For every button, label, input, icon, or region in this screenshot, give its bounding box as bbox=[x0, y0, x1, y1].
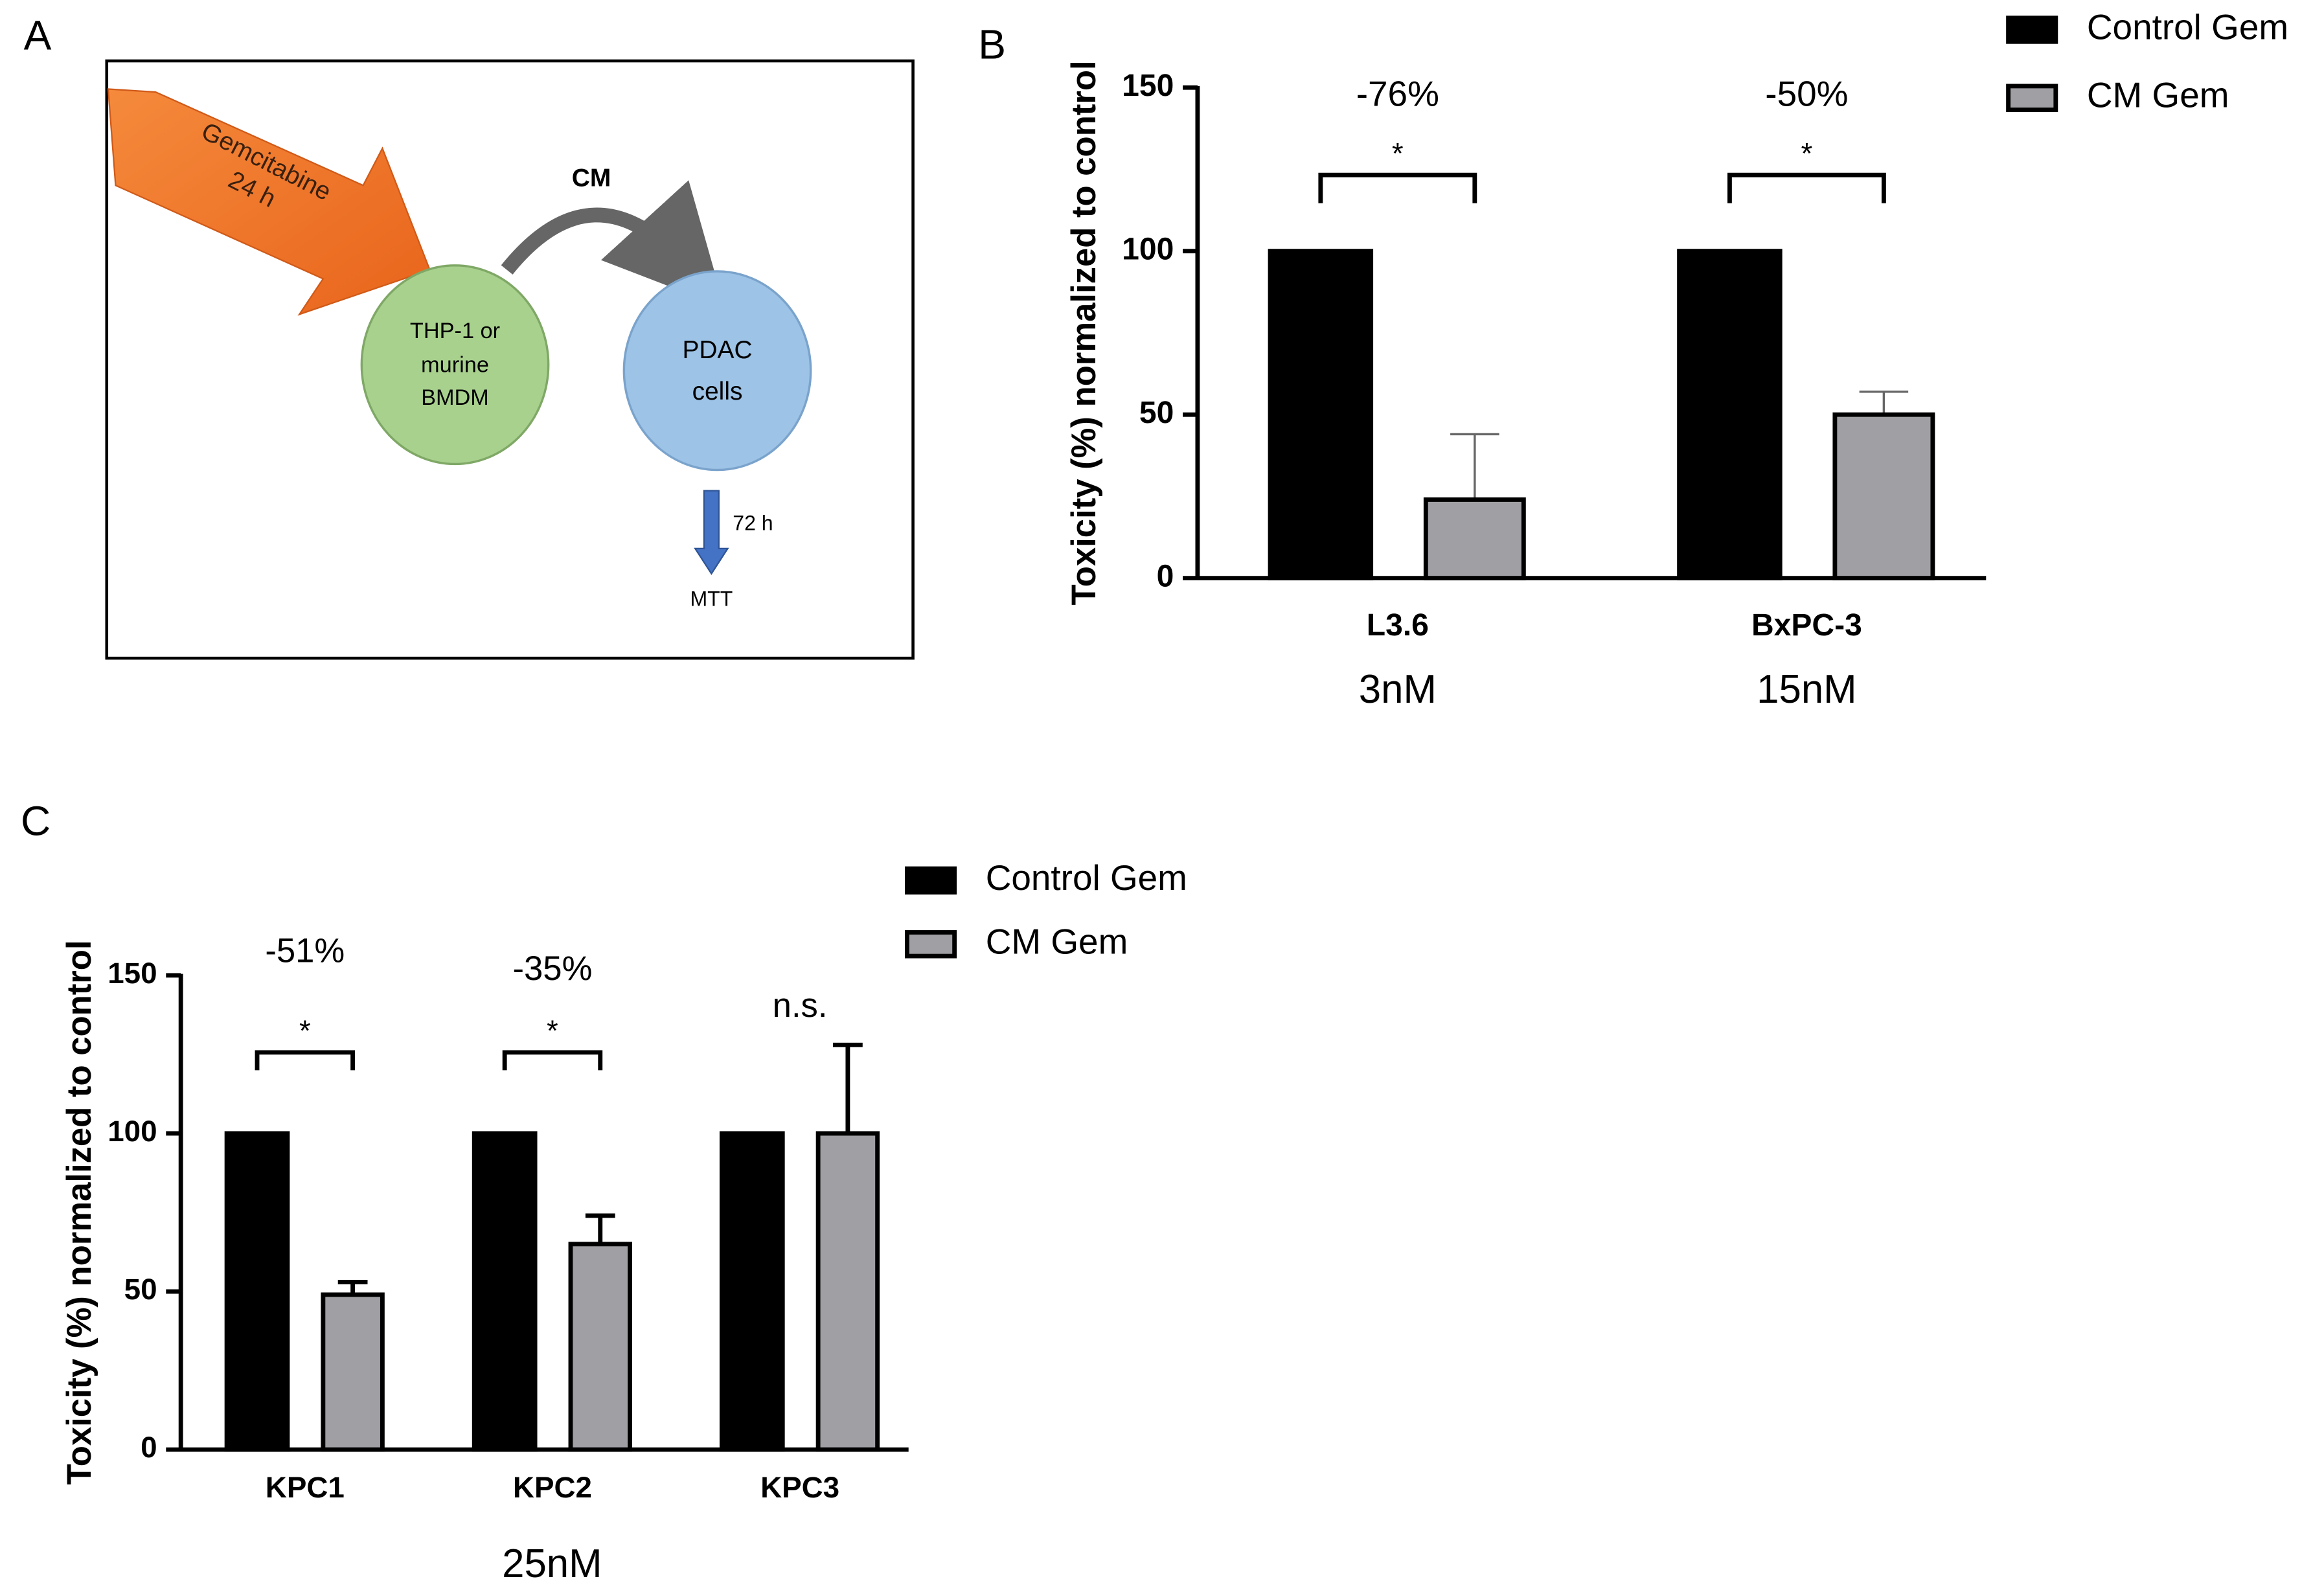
target-cell bbox=[622, 270, 812, 472]
source-label: murine bbox=[421, 352, 489, 377]
bar bbox=[815, 1131, 880, 1452]
time-arrow bbox=[694, 490, 729, 575]
x-axis-label: 25nM bbox=[502, 1541, 602, 1586]
panel-label: A bbox=[24, 12, 52, 59]
significance-bracket bbox=[1318, 172, 1477, 203]
source-cell bbox=[360, 264, 550, 466]
bar bbox=[719, 1131, 785, 1452]
annotation: -35% bbox=[513, 950, 593, 988]
x-tick-label: KPC3 bbox=[760, 1471, 839, 1504]
concentration-label: 3nM bbox=[1359, 667, 1437, 712]
source-label: THP-1 or bbox=[410, 319, 500, 343]
x-tick-label: KPC1 bbox=[266, 1471, 345, 1504]
y-tick-label: 0 bbox=[141, 1431, 157, 1464]
annotation: -50% bbox=[1765, 73, 1848, 113]
annotation: -76% bbox=[1356, 73, 1439, 113]
x-tick-label: L3.6 bbox=[1367, 608, 1429, 642]
bar bbox=[568, 1242, 632, 1452]
time-label: 72 h bbox=[733, 512, 773, 535]
significance-label: * bbox=[1392, 137, 1404, 170]
legend-swatch bbox=[904, 866, 957, 895]
y-tick-label: 150 bbox=[1122, 69, 1174, 103]
panel-label: C bbox=[21, 797, 51, 844]
x-tick-label: KPC2 bbox=[513, 1471, 592, 1504]
x-tick-label: BxPC-3 bbox=[1751, 608, 1862, 642]
error-bar bbox=[1859, 391, 1909, 415]
concentration-label: 15nM bbox=[1757, 667, 1857, 712]
significance-bracket bbox=[1727, 172, 1886, 203]
legend-swatch bbox=[2006, 84, 2058, 112]
legend-label: Control Gem bbox=[986, 858, 1187, 898]
cm-arrow bbox=[501, 180, 725, 308]
legend-label: CM Gem bbox=[2087, 75, 2229, 115]
bar bbox=[472, 1131, 538, 1452]
legend-swatch bbox=[2006, 16, 2058, 44]
cm-label: CM bbox=[572, 164, 611, 192]
panel-label: B bbox=[978, 21, 1006, 67]
target-label: cells bbox=[692, 378, 743, 405]
error-bar bbox=[1450, 433, 1499, 500]
y-tick-label: 150 bbox=[108, 957, 157, 990]
diagram: Gemcitabine24 h CM THP-1 or murine BMDM … bbox=[105, 59, 915, 660]
bar bbox=[1423, 497, 1526, 581]
significance-label: * bbox=[1801, 137, 1812, 170]
y-axis-label: Toxicity (%) normalized to control bbox=[1065, 60, 1103, 605]
bar bbox=[1832, 412, 1935, 581]
legend-swatch bbox=[904, 930, 957, 959]
significance-label: * bbox=[299, 1014, 311, 1047]
target-label: PDAC bbox=[682, 336, 752, 364]
legend-label: Control Gem bbox=[2087, 6, 2288, 47]
significance-label: * bbox=[547, 1014, 558, 1047]
bar bbox=[224, 1131, 290, 1452]
assay-label: MTT bbox=[690, 587, 733, 610]
y-tick-label: 50 bbox=[1139, 396, 1174, 430]
annotation: n.s. bbox=[773, 986, 828, 1025]
y-tick-label: 100 bbox=[1122, 232, 1174, 266]
bar bbox=[321, 1292, 385, 1452]
bar bbox=[1677, 249, 1783, 581]
legend-label: CM Gem bbox=[986, 921, 1128, 961]
source-label: BMDM bbox=[421, 385, 489, 410]
error-bar bbox=[585, 1213, 615, 1244]
bar bbox=[1268, 249, 1374, 581]
significance-bracket bbox=[502, 1050, 603, 1071]
y-tick-label: 100 bbox=[108, 1115, 157, 1148]
significance-bracket bbox=[255, 1050, 356, 1071]
y-tick-label: 50 bbox=[124, 1273, 157, 1306]
y-tick-label: 0 bbox=[1157, 559, 1174, 593]
annotation: -51% bbox=[265, 931, 345, 970]
y-axis-label: Toxicity (%) normalized to control bbox=[60, 940, 98, 1484]
error-bar bbox=[833, 1042, 863, 1133]
